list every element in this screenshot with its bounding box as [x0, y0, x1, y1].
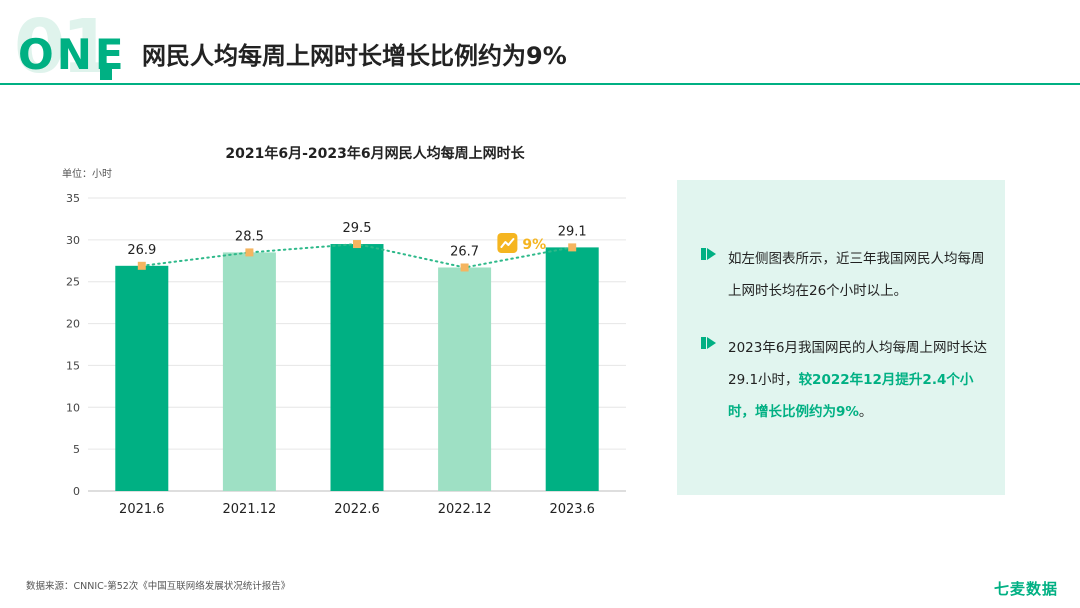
data-marker: [460, 263, 469, 272]
data-label: 26.9: [127, 243, 156, 258]
bar: [330, 244, 384, 491]
bullet-arrow-icon: [701, 248, 717, 260]
data-marker: [568, 243, 577, 252]
y-tick-label: 20: [66, 318, 80, 331]
data-label: 28.5: [235, 229, 264, 244]
y-tick-label: 10: [66, 401, 80, 414]
growth-badge: 9%: [497, 233, 546, 253]
x-tick-label: 2022.6: [334, 502, 380, 517]
y-tick-label: 25: [66, 276, 80, 289]
bullet-text: 如左侧图表所示，近三年我国网民人均每周上网时长均在26个小时以上。: [728, 251, 985, 299]
bar: [115, 265, 169, 491]
bar: [222, 252, 276, 491]
page-title: 网民人均每周上网时长增长比例约为9%: [142, 42, 567, 70]
chart-unit-label: 单位：小时: [62, 169, 112, 180]
y-tick-label: 15: [66, 359, 80, 372]
header-number-watermark: 01: [14, 4, 113, 90]
data-source: 数据来源：CNNIC-第52次《中国互联网络发展状况统计报告》: [26, 581, 291, 592]
y-tick-label: 35: [66, 192, 80, 205]
brand-logo-text: 七麦数据: [993, 580, 1058, 598]
bullet-item: 如左侧图表所示，近三年我国网民人均每周上网时长均在26个小时以上。: [701, 243, 991, 307]
y-tick-label: 0: [73, 485, 80, 498]
data-label: 29.1: [558, 224, 587, 239]
data-label: 29.5: [343, 221, 372, 236]
trend-up-arrow: [500, 238, 515, 248]
bar-chart: 0 5 10 15 20 25 30 35 26.9 2021.6 28.5 2021.12 29.5…: [66, 192, 626, 517]
header-accent-square: [100, 68, 112, 80]
bullet-item: 2023年6月我国网民的人均每周上网时长达29.1小时，较2022年12月提升2…: [701, 332, 991, 428]
y-tick-label: 5: [73, 443, 80, 456]
x-tick-label: 2022.12: [438, 502, 492, 517]
summary-panel: 如左侧图表所示，近三年我国网民人均每周上网时长均在26个小时以上。 2023年6…: [677, 180, 1005, 495]
x-tick-label: 2021.6: [119, 502, 165, 517]
bullet-text: 2023年6月我国网民的人均每周上网时长达29.1小时，较2022年12月提升2…: [728, 332, 991, 428]
header-divider: [0, 83, 1080, 85]
y-tick-label: 30: [66, 234, 80, 247]
chart-title: 2021年6月-2023年6月网民人均每周上网时长: [225, 146, 525, 162]
bullet-arrow-icon: [701, 337, 717, 349]
bullet-text-highlight: 较2022年12月提升2.4个小时，增长比例约为9%: [728, 372, 974, 420]
bar: [438, 267, 492, 491]
growth-badge-label: 9%: [522, 237, 546, 253]
x-tick-label: 2023.6: [549, 502, 595, 517]
bullet-text-plain: 2023年6月我国网民的人均每周上网时长达29.1小时，: [728, 340, 987, 388]
data-marker: [245, 248, 254, 257]
data-marker: [353, 240, 361, 249]
x-tick-label: 2021.12: [223, 502, 277, 517]
data-marker: [137, 261, 146, 270]
data-label: 26.7: [450, 244, 479, 259]
bullet-text-suffix: 。: [858, 404, 873, 420]
bar: [545, 247, 599, 491]
